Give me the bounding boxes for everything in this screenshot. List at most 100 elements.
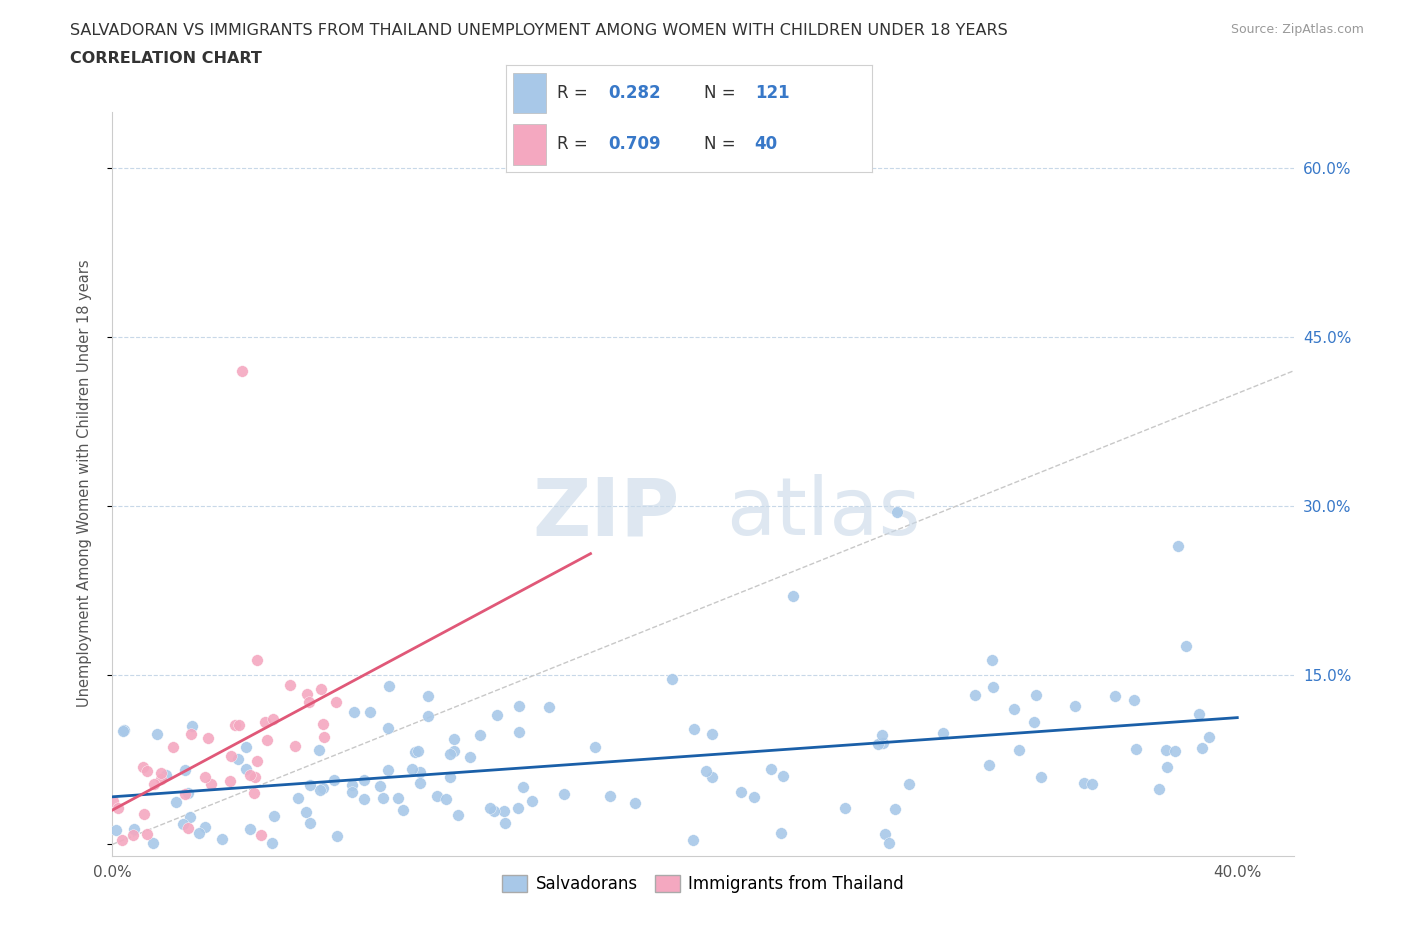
Point [172, 817, 194, 831]
Point [124, 822, 146, 837]
Point [1188, 706, 1211, 721]
Point [377, 763, 399, 777]
Point [1008, 742, 1031, 757]
Point [623, 796, 645, 811]
Point [111, 724, 134, 738]
Point [353, 791, 375, 806]
Point [308, 742, 330, 757]
Point [742, 790, 765, 804]
Bar [513, 124, 547, 165]
Point [278, 678, 301, 693]
Point [107, 801, 129, 816]
Point [980, 653, 1002, 668]
Point [228, 751, 250, 766]
Point [312, 781, 335, 796]
Point [1024, 714, 1046, 729]
Point [359, 704, 381, 719]
Point [309, 682, 332, 697]
Point [242, 786, 264, 801]
Point [508, 724, 530, 739]
Point [298, 695, 321, 710]
Point [340, 777, 363, 792]
Point [142, 836, 165, 851]
Point [323, 773, 346, 788]
Point [260, 836, 283, 851]
Point [981, 680, 1004, 695]
Point [506, 801, 529, 816]
Point [460, 750, 482, 764]
Point [485, 708, 508, 723]
Point [146, 727, 169, 742]
Point [434, 791, 457, 806]
Point [284, 738, 307, 753]
Text: SALVADORAN VS IMMIGRANTS FROM THAILAND UNEMPLOYMENT AMONG WOMEN WITH CHILDREN UN: SALVADORAN VS IMMIGRANTS FROM THAILAND U… [70, 23, 1008, 38]
Point [211, 831, 233, 846]
Point [194, 770, 217, 785]
Point [387, 790, 409, 805]
Point [759, 762, 782, 777]
Point [228, 718, 250, 733]
Point [898, 777, 921, 791]
Point [1125, 741, 1147, 756]
Point [187, 826, 209, 841]
Point [1191, 740, 1213, 755]
Point [373, 790, 395, 805]
Point [700, 769, 723, 784]
Text: Source: ZipAtlas.com: Source: ZipAtlas.com [1230, 23, 1364, 36]
Point [298, 816, 321, 830]
Point [111, 832, 134, 847]
Text: 0.709: 0.709 [609, 135, 661, 153]
Point [377, 721, 399, 736]
Point [884, 802, 907, 817]
Point [1156, 760, 1178, 775]
Point [492, 804, 515, 818]
Point [312, 717, 335, 732]
Point [877, 836, 900, 851]
Point [470, 727, 492, 742]
Text: 121: 121 [755, 84, 789, 102]
Point [409, 764, 432, 779]
Point [239, 822, 262, 837]
Point [162, 739, 184, 754]
Point [886, 504, 908, 519]
Point [177, 821, 200, 836]
Point [231, 364, 253, 379]
Point [325, 695, 347, 710]
Text: 0.282: 0.282 [609, 84, 661, 102]
Point [150, 772, 173, 787]
Point [1063, 698, 1085, 713]
Point [235, 740, 257, 755]
Legend: Salvadorans, Immigrants from Thailand: Salvadorans, Immigrants from Thailand [496, 868, 910, 899]
Text: R =: R = [557, 84, 593, 102]
Point [103, 794, 125, 809]
Point [401, 762, 423, 777]
Point [443, 732, 465, 747]
Point [235, 762, 257, 777]
Point [873, 826, 896, 841]
Point [512, 780, 534, 795]
Point [391, 803, 413, 817]
Point [537, 699, 560, 714]
Point [254, 714, 277, 729]
Point [250, 827, 273, 842]
Point [263, 809, 285, 824]
Point [553, 787, 575, 802]
Point [132, 759, 155, 774]
Point [447, 807, 470, 822]
Point [343, 704, 366, 719]
Point [1080, 777, 1102, 791]
Point [730, 785, 752, 800]
Point [872, 728, 894, 743]
Point [682, 832, 704, 847]
Point [378, 679, 401, 694]
Point [583, 739, 606, 754]
Point [426, 789, 449, 804]
Point [439, 746, 461, 761]
Point [963, 688, 986, 703]
Point [682, 722, 704, 737]
Bar [513, 73, 547, 113]
Point [287, 790, 309, 805]
Point [353, 773, 375, 788]
Point [1163, 743, 1185, 758]
Point [295, 686, 318, 701]
